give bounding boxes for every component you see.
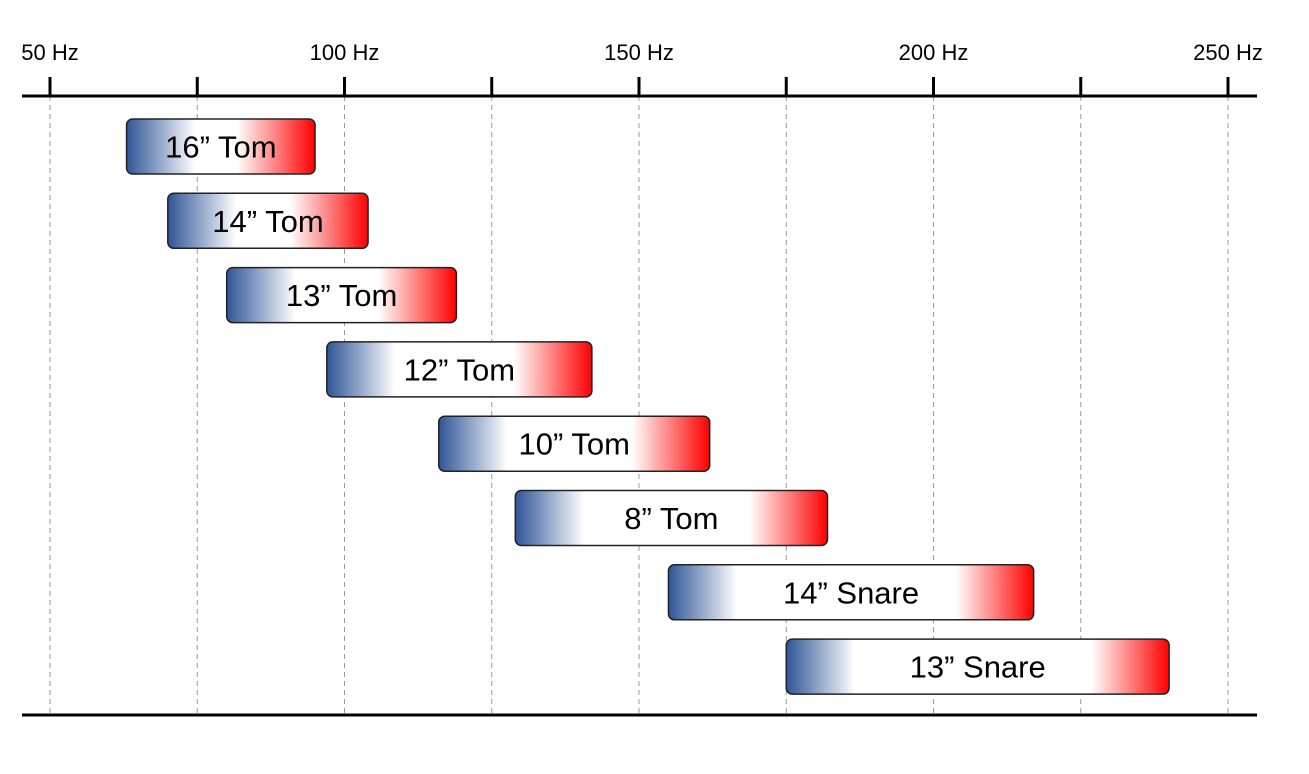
bar-label: 16” Tom — [165, 130, 276, 165]
bar-label: 10” Tom — [518, 427, 629, 462]
x-tick-label: 200 Hz — [899, 40, 969, 65]
x-axis: 50 Hz 100 Hz 150 Hz 200 Hz 250 Hz — [21, 40, 1263, 717]
bar-group: 13” Snare — [785, 638, 1170, 695]
x-tick-label: 150 Hz — [604, 40, 674, 65]
bar — [785, 638, 1170, 695]
bar-label: 14” Snare — [783, 575, 919, 610]
x-tick-label: 50 Hz — [21, 40, 78, 65]
x-tick-label: 100 Hz — [310, 40, 380, 65]
bar — [667, 564, 1035, 621]
bar-label: 14” Tom — [212, 204, 323, 239]
grid-lines — [49, 96, 1229, 715]
bar — [125, 118, 316, 175]
bar — [437, 415, 711, 472]
bar — [326, 341, 593, 398]
bar-label: 13” Snare — [910, 650, 1046, 685]
bar-label: 12” Tom — [404, 352, 515, 387]
bar — [514, 489, 829, 547]
bar-group: 8” Tom — [514, 489, 829, 547]
bar — [225, 266, 458, 324]
bar-label: 8” Tom — [624, 501, 718, 536]
bar-group: 16” Tom — [125, 118, 316, 175]
bars: 16” Tom 14” Tom 13” Tom 12” Tom 10” Tom 8” To… — [125, 118, 1170, 695]
x-tick-label: 250 Hz — [1193, 40, 1263, 65]
bar-group: 14” Tom — [167, 192, 369, 250]
bar-group: 12” Tom — [326, 341, 593, 398]
bar-label: 13” Tom — [286, 278, 397, 313]
bar-group: 14” Snare — [667, 564, 1035, 621]
bar-group: 10” Tom — [437, 415, 711, 472]
bar — [167, 192, 369, 250]
bar-group: 13” Tom — [225, 266, 458, 324]
